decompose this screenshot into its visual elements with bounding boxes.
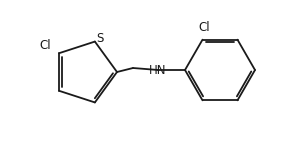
Text: Cl: Cl (199, 21, 210, 34)
Text: S: S (96, 32, 104, 45)
Text: Cl: Cl (39, 39, 51, 52)
Text: HN: HN (149, 63, 167, 77)
